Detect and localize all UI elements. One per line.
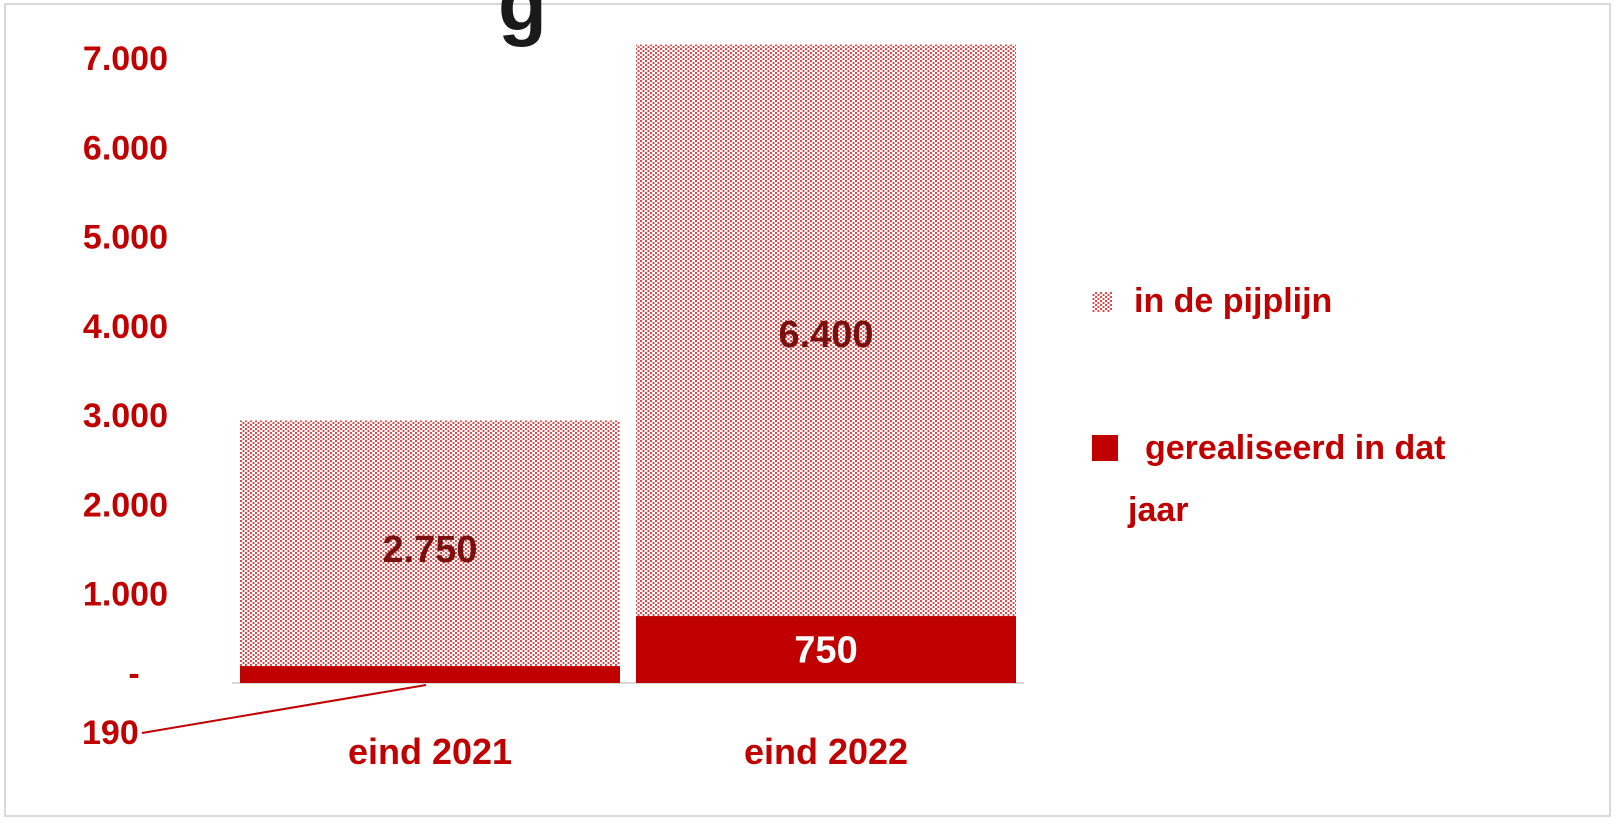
legend-swatch-dotted — [1092, 292, 1112, 312]
y-tick-label: - — [128, 655, 139, 693]
callout-label: 190 — [82, 714, 139, 752]
y-axis-ticks: - 1.000 2.000 3.000 4.000 5.000 6.000 7.000 — [83, 40, 168, 693]
chart-frame — [4, 3, 1611, 817]
y-tick-label: 4.000 — [83, 308, 168, 346]
bar-data-label: 6.400 — [778, 314, 873, 356]
bar-labels: 2.750 750 6.400 — [382, 314, 873, 672]
legend-label-pipeline: in de pijplijn — [1134, 282, 1332, 320]
y-tick-label: 7.000 — [83, 40, 168, 78]
bars — [240, 44, 1016, 683]
x-tick-label: eind 2021 — [348, 731, 512, 772]
bar-segment — [636, 616, 1016, 683]
bar-data-label: 750 — [794, 630, 857, 672]
cropped-title-fragment: g — [498, 0, 547, 47]
legend-label-realised-line2: jaar — [1127, 491, 1189, 529]
y-tick-label: 2.000 — [83, 486, 168, 524]
legend-swatch-solid — [1092, 435, 1118, 461]
y-tick-label: 5.000 — [83, 219, 168, 257]
legend: in de pijplijn gerealiseerd in dat jaar — [1092, 282, 1445, 529]
y-tick-label: 6.000 — [83, 129, 168, 167]
callout-small-value: 190 — [82, 684, 427, 752]
x-tick-label: eind 2022 — [744, 731, 908, 772]
bar-segment — [240, 666, 620, 683]
bar-segment — [240, 420, 620, 667]
legend-label-realised-line1: gerealiseerd in dat — [1145, 429, 1445, 467]
bar-data-label: 2.750 — [382, 529, 477, 571]
legend-item-realised: gerealiseerd in dat jaar — [1092, 429, 1445, 529]
bar-segment — [636, 44, 1016, 617]
x-axis-labels: eind 2021 eind 2022 — [348, 731, 908, 772]
legend-item-pipeline: in de pijplijn — [1092, 282, 1332, 320]
y-tick-label: 1.000 — [83, 576, 168, 614]
y-tick-label: 3.000 — [83, 397, 168, 435]
callout-leader-line — [141, 684, 427, 734]
